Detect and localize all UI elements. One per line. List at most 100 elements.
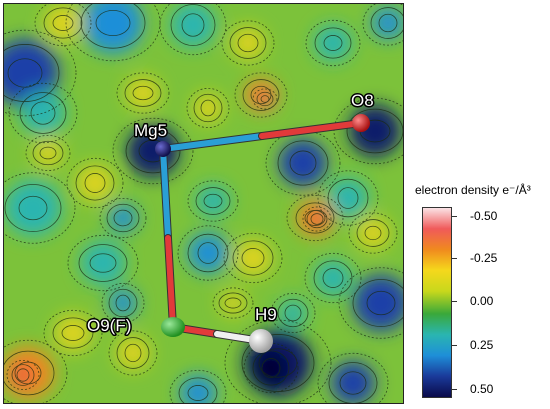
contour-line [252,88,278,110]
contour-line [16,368,30,382]
label-h9: H9 [255,305,277,324]
contour-line [169,369,227,404]
density-field [3,3,404,404]
contour-line [229,27,267,59]
contour-line [43,7,83,39]
contour-line [30,101,56,125]
colorbar [422,207,452,398]
density-blob [353,275,404,331]
contour-line [193,93,223,123]
density-blob [109,204,137,232]
contour-line [289,150,317,176]
contour-line [317,170,379,226]
density-contour-plot: Mg5 O8 O9(F) H9 [3,3,404,404]
density-blob [328,178,368,218]
density-blob [372,7,404,39]
contour-line [52,317,94,349]
contour-line [242,79,280,111]
contour-line [99,197,147,239]
density-blob [21,91,65,135]
contour-line [356,219,390,247]
contour-line [125,128,181,174]
density-blob [188,233,228,273]
contour-line [177,225,239,281]
bond-mg5-o8 [160,133,265,152]
contour-line [348,212,398,254]
contour-line [322,268,344,288]
contour-line [3,44,60,102]
atoms [155,114,370,353]
contour-line [113,209,133,227]
contour-line [115,294,131,312]
contour-line [333,97,404,165]
colorbar-tick-label: 0.00 [470,294,494,308]
contour-line [66,157,124,209]
contour-line [260,95,270,103]
contour-line [352,279,404,327]
contour-line [187,180,239,222]
contour-line [43,309,103,357]
contour-line [256,91,274,107]
contour-line [84,173,106,193]
label-o8: O8 [351,91,374,110]
contour-line [261,358,281,378]
contour-line [313,260,353,296]
contour-line [116,72,170,114]
contour-line [32,140,64,166]
contour-line [317,352,389,404]
contour-line [302,206,332,232]
density-blob [34,139,62,167]
colorbar-tick-mark [452,216,457,217]
contour-line [89,253,117,273]
label-mg5: Mg5 [134,121,167,140]
colorbar-tick-mark [452,389,457,390]
contour-line [304,252,362,304]
contour-line [310,213,324,225]
contour-line [67,234,139,292]
contour-line [18,195,48,221]
density-blob [315,260,351,296]
contour-line [187,385,209,401]
contour-line [305,19,361,67]
contour-line [241,248,265,268]
density-blob [257,91,273,107]
contour-line [232,240,274,276]
contour-line [108,288,138,318]
contour-line [3,29,77,117]
colorbar-tick-label: -0.25 [470,251,498,265]
contour-line [78,244,128,282]
contour-line [4,184,62,232]
contour-line [132,85,154,101]
contour-line [284,304,302,322]
contour-line [212,287,254,319]
bond-mg5-o8 [259,120,364,139]
contour-line [224,297,242,309]
density-blob [171,3,215,47]
label-o9: O9(F) [87,316,131,335]
contour-line [19,92,67,134]
contour-line [258,348,298,378]
contour-line [11,364,35,386]
contour-line [61,325,85,341]
density-blob [279,139,327,187]
colorbar-tick-mark [452,301,457,302]
density-blob [194,94,222,122]
density-blob [55,315,91,351]
contour-line [8,82,78,144]
density-blob [279,299,307,327]
contour-line [378,13,398,33]
density-blob [81,241,125,285]
density-blob [357,217,389,249]
atom-o9 [161,317,185,337]
atom-labels: Mg5 O8 O9(F) H9 [86,90,376,337]
contour-line [25,134,71,172]
contour-line [234,72,288,118]
contour-line [3,172,76,244]
contour-line [252,350,290,386]
contour-line [178,377,218,404]
contour-line [224,319,332,404]
density-blob [109,289,137,317]
contour-line [237,33,259,53]
colorbar-tick-mark [452,258,457,259]
density-blob [232,27,264,59]
